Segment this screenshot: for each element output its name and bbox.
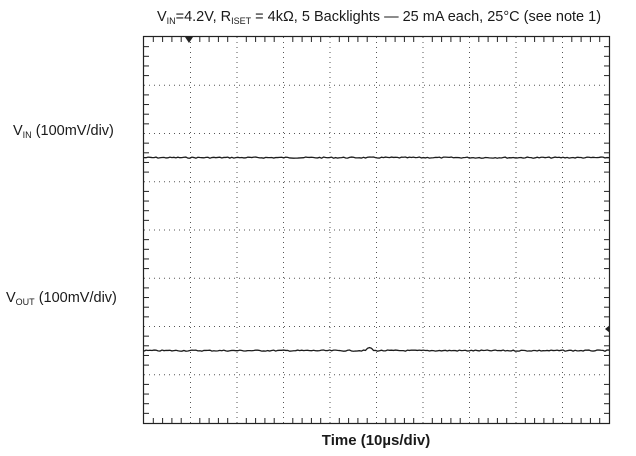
trace-vin	[143, 156, 610, 159]
trigger-marker-icon	[185, 37, 193, 43]
title-vin-sub: IN	[167, 16, 176, 26]
tick-layer	[144, 37, 609, 423]
x-axis-label: Time (10µs/div)	[322, 432, 430, 449]
trace-vout	[143, 346, 610, 352]
series-label-vout: VOUT (100mV/div)	[6, 290, 117, 307]
chart-title: VIN=4.2V, RISET = 4kΩ, 5 Backlights — 25…	[157, 9, 601, 26]
series-label-vin: VIN (100mV/div)	[13, 123, 114, 140]
vout-label-rest: (100mV/div)	[35, 290, 117, 306]
trace-layer	[143, 156, 610, 352]
vout-label-main: V	[6, 290, 16, 306]
vin-label-main: V	[13, 123, 23, 139]
vin-label-rest: (100mV/div)	[32, 123, 114, 139]
grid-layer	[144, 37, 609, 423]
vout-label-sub: OUT	[16, 297, 36, 307]
title-part2: = 4kΩ, 5 Backlights — 25 mA each, 25°C (…	[251, 9, 601, 25]
title-vin-main: V	[157, 9, 167, 25]
title-part1: =4.2V, R	[176, 9, 232, 25]
title-riset-sub: ISET	[231, 16, 252, 26]
plot-frame	[142, 35, 611, 425]
vin-label-sub: IN	[23, 130, 32, 140]
trigger-level-marker-icon	[605, 325, 610, 333]
